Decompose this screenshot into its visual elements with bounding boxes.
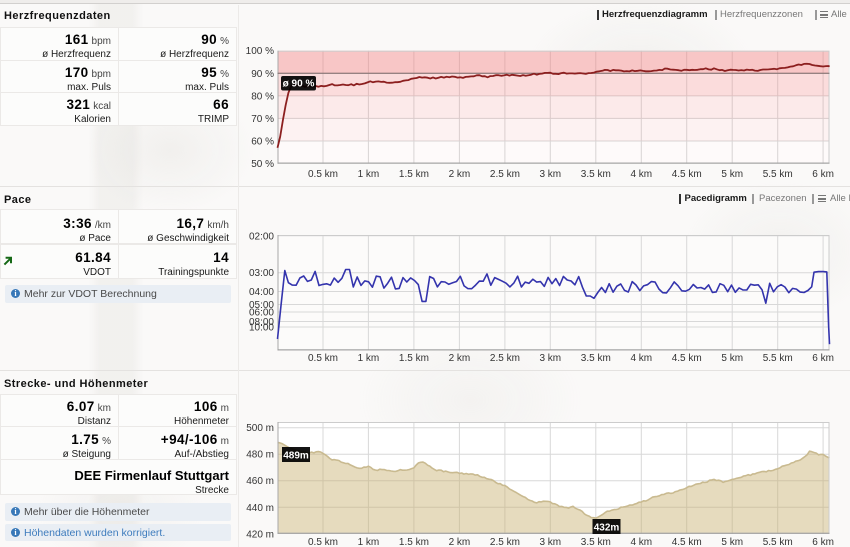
svg-text:70 %: 70 % — [251, 114, 274, 125]
svg-text:60 %: 60 % — [251, 137, 274, 148]
svg-text:3.5 km: 3.5 km — [581, 169, 611, 180]
svg-text:02:00: 02:00 — [249, 231, 274, 242]
svg-text:480 m: 480 m — [246, 450, 274, 461]
svg-text:0.5 km: 0.5 km — [308, 169, 338, 180]
svg-text:4.5 km: 4.5 km — [672, 537, 702, 547]
svg-text:4.5 km: 4.5 km — [672, 169, 702, 180]
svg-text:0.5 km: 0.5 km — [308, 353, 338, 364]
svg-text:06:00: 06:00 — [249, 308, 274, 319]
svg-text:5.5 km: 5.5 km — [763, 537, 793, 547]
svg-text:440 m: 440 m — [246, 503, 274, 514]
svg-text:03:00: 03:00 — [249, 268, 274, 279]
svg-text:6 km: 6 km — [812, 353, 834, 364]
svg-text:08:00: 08:00 — [249, 317, 274, 328]
svg-text:90 %: 90 % — [251, 69, 274, 80]
svg-text:4 km: 4 km — [630, 353, 652, 364]
svg-text:3 km: 3 km — [539, 537, 561, 547]
svg-text:432m: 432m — [594, 523, 620, 534]
svg-text:6 km: 6 km — [812, 169, 834, 180]
svg-text:3 km: 3 km — [539, 169, 561, 180]
svg-text:05:00: 05:00 — [249, 300, 274, 311]
svg-text:4 km: 4 km — [630, 169, 652, 180]
svg-text:4.5 km: 4.5 km — [672, 353, 702, 364]
svg-text:3.5 km: 3.5 km — [581, 537, 611, 547]
svg-text:420 m: 420 m — [246, 529, 274, 540]
svg-text:2 km: 2 km — [449, 353, 471, 364]
svg-text:50 %: 50 % — [251, 159, 274, 170]
svg-text:1 km: 1 km — [358, 353, 380, 364]
svg-text:5 km: 5 km — [721, 537, 743, 547]
svg-text:1.5 km: 1.5 km — [399, 537, 429, 547]
svg-text:500 m: 500 m — [246, 423, 274, 434]
svg-text:80 %: 80 % — [251, 91, 274, 102]
svg-text:3.5 km: 3.5 km — [581, 353, 611, 364]
svg-text:489m: 489m — [283, 451, 309, 462]
svg-text:2 km: 2 km — [449, 169, 471, 180]
svg-text:2 km: 2 km — [449, 537, 471, 547]
svg-text:04:00: 04:00 — [249, 287, 274, 298]
svg-text:1.5 km: 1.5 km — [399, 353, 429, 364]
svg-text:1.5 km: 1.5 km — [399, 169, 429, 180]
svg-text:5 km: 5 km — [721, 353, 743, 364]
svg-text:3 km: 3 km — [539, 353, 561, 364]
svg-text:1 km: 1 km — [358, 169, 380, 180]
svg-text:2.5 km: 2.5 km — [490, 353, 520, 364]
svg-text:460 m: 460 m — [246, 476, 274, 487]
svg-text:2.5 km: 2.5 km — [490, 537, 520, 547]
svg-text:6 km: 6 km — [812, 537, 834, 547]
svg-text:5.5 km: 5.5 km — [763, 169, 793, 180]
svg-text:5.5 km: 5.5 km — [763, 353, 793, 364]
svg-text:2.5 km: 2.5 km — [490, 169, 520, 180]
svg-text:100 %: 100 % — [246, 46, 274, 57]
svg-text:4 km: 4 km — [630, 537, 652, 547]
svg-text:ø 90 %: ø 90 % — [283, 79, 315, 90]
svg-text:1 km: 1 km — [358, 537, 380, 547]
svg-text:10:00: 10:00 — [249, 323, 274, 334]
svg-text:5 km: 5 km — [721, 169, 743, 180]
svg-text:0.5 km: 0.5 km — [308, 537, 338, 547]
